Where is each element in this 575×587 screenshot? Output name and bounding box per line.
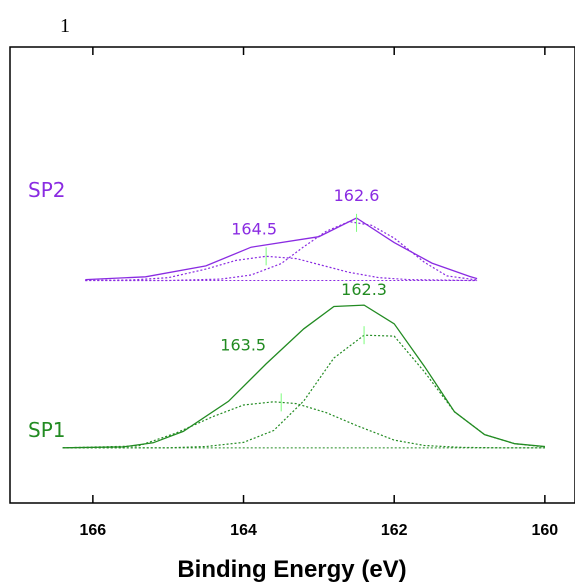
peak-label: 163.5 — [220, 335, 266, 354]
component-curve-1 — [85, 255, 478, 282]
plot-frame — [9, 46, 575, 504]
series-layer — [62, 213, 545, 449]
x-tick-label: 162 — [381, 522, 408, 539]
series-label-sp2: SP2 — [28, 178, 65, 202]
component-curve-1 — [62, 401, 545, 449]
x-axis-ticks: 166 164 162 160 — [80, 47, 559, 539]
envelope-line — [62, 304, 545, 449]
labels-layer: 164.5 162.6 SP2 163.5 162.3 SP1 — [28, 178, 387, 442]
series-sp1 — [62, 304, 545, 449]
x-tick-label: 164 — [230, 522, 257, 539]
panel-number: 1 — [60, 15, 70, 37]
component-curve-2 — [85, 220, 478, 282]
series-label-sp1: SP1 — [28, 418, 65, 442]
component-curve-2 — [62, 334, 545, 449]
peak-label: 162.3 — [341, 280, 387, 299]
x-tick-label: 166 — [80, 522, 107, 539]
peak-label: 164.5 — [231, 219, 277, 238]
x-axis-title: Binding Energy (eV) — [177, 556, 406, 583]
x-tick-label: 160 — [532, 522, 559, 539]
envelope-line — [85, 217, 478, 281]
peak-label: 162.6 — [334, 186, 380, 205]
series-sp2 — [85, 213, 478, 282]
